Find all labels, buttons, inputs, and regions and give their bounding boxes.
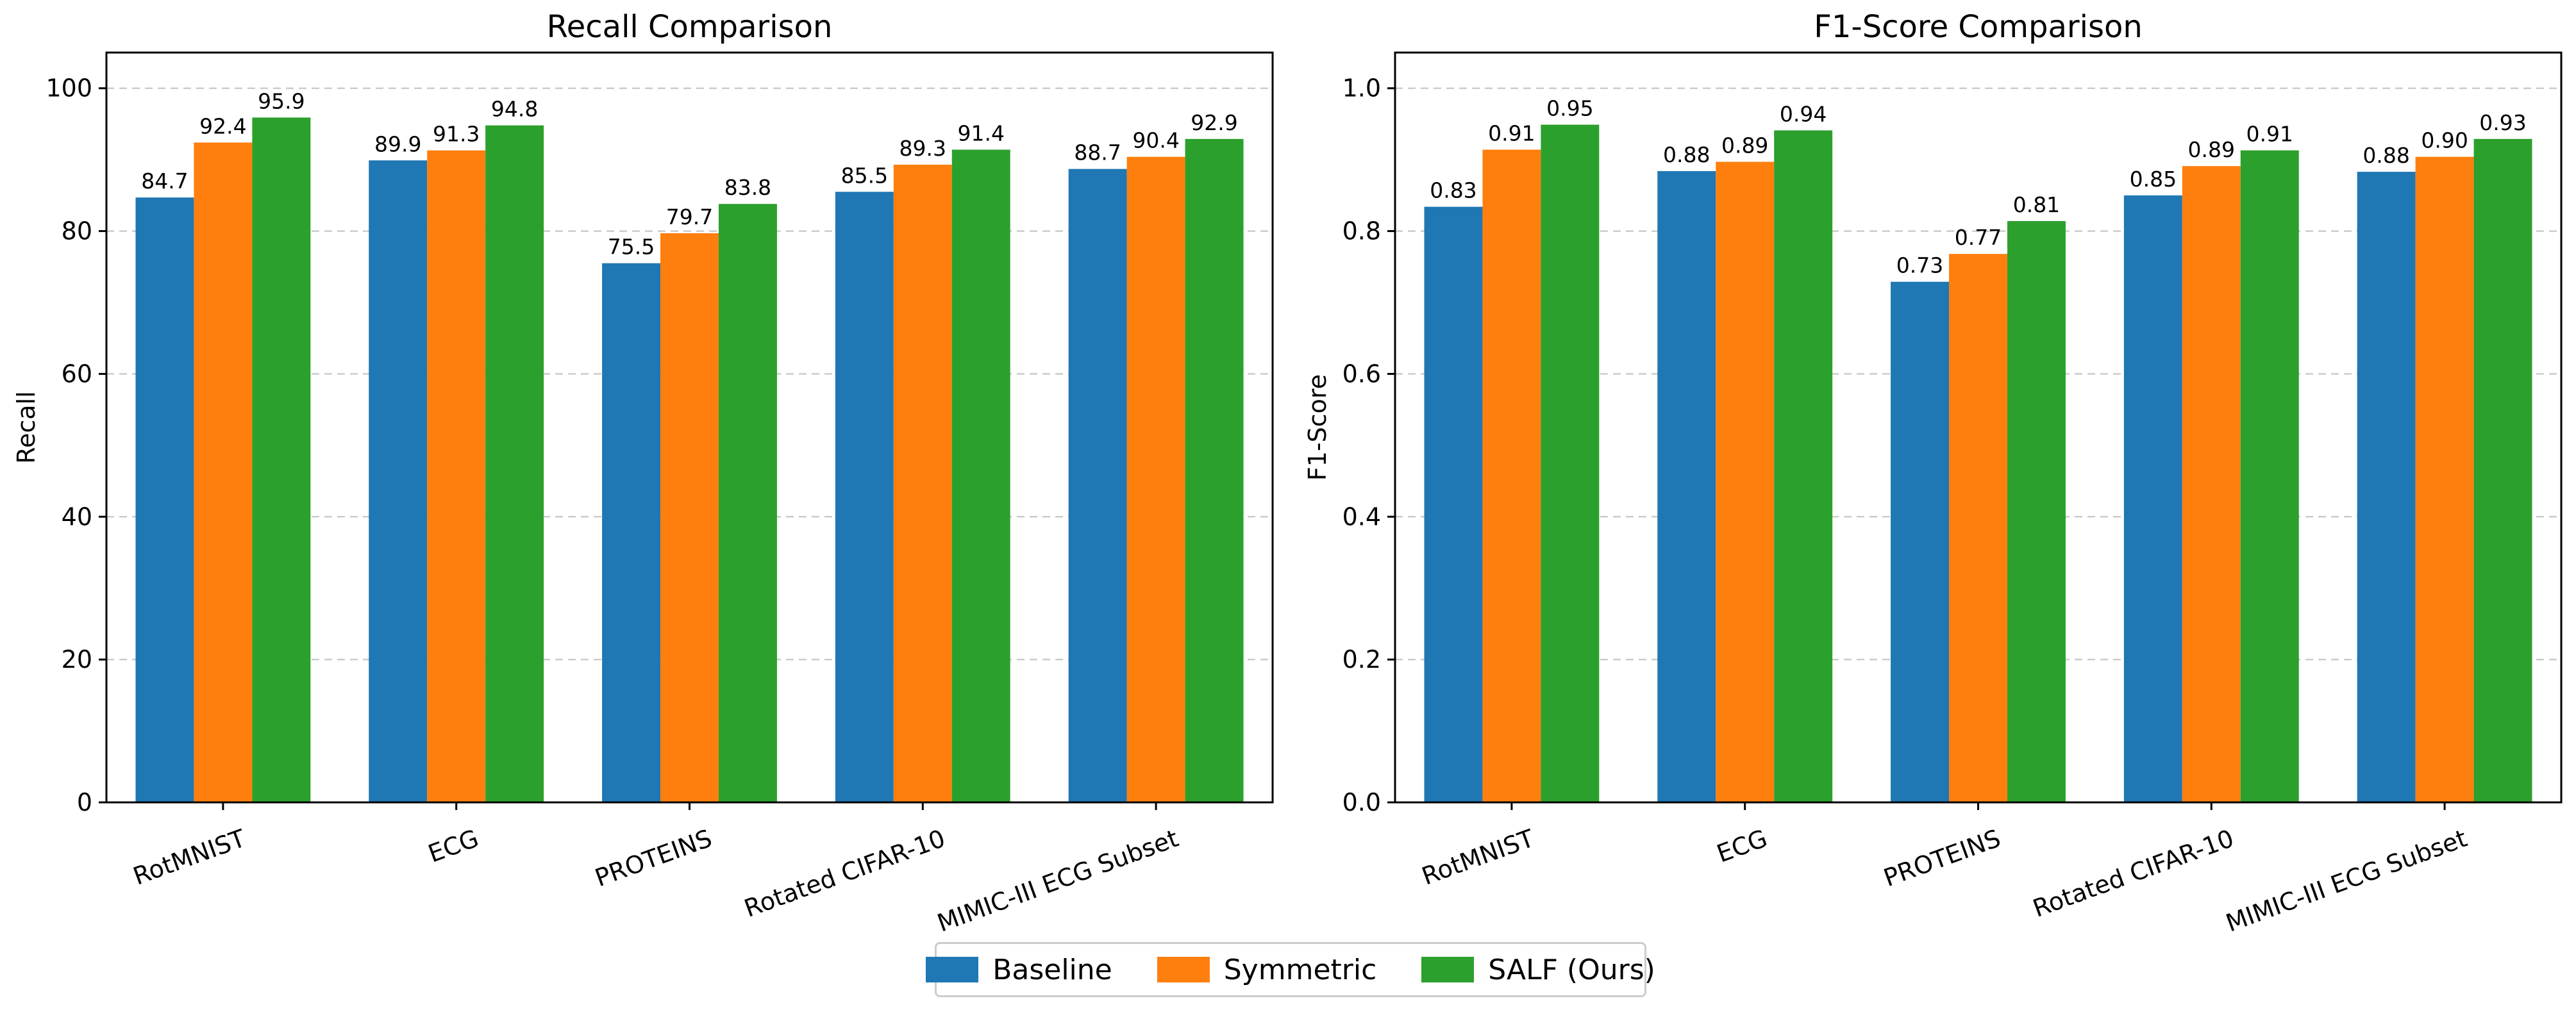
chart1-value-label: 94.8 xyxy=(491,97,538,122)
chart2-value-label: 0.73 xyxy=(1896,253,1943,278)
chart2-ytick-label: 0.2 xyxy=(1342,645,1381,674)
chart1-title: Recall Comparison xyxy=(547,9,833,45)
chart2-value-label: 0.93 xyxy=(2479,110,2526,135)
chart2-ytick-label: 1.0 xyxy=(1342,74,1381,103)
chart2-xtick-label-mimic-iii-ecg-subset: MIMIC-III ECG Subset xyxy=(2222,824,2471,938)
chart1-value-label: 84.7 xyxy=(141,169,188,194)
chart2-bar-salf-ours-rotated-cifar-10 xyxy=(2240,150,2299,802)
chart1-bar-baseline-rotated-cifar-10 xyxy=(835,192,894,802)
chart1-value-label: 75.5 xyxy=(608,235,655,260)
chart1-xtick-label-ecg: ECG xyxy=(424,824,482,868)
chart1-value-label: 89.9 xyxy=(374,131,421,156)
legend: Baseline Symmetric SALF (Ours) xyxy=(926,942,1655,997)
chart1-bar-baseline-ecg xyxy=(369,160,428,802)
legend-label-symmetric: Symmetric xyxy=(1223,953,1377,986)
chart2-value-label: 0.88 xyxy=(1663,142,1710,167)
chart2-value-label: 0.90 xyxy=(2421,128,2468,153)
chart2-value-label: 0.91 xyxy=(1488,121,1535,146)
chart1-xtick-label-proteins: PROTEINS xyxy=(591,824,715,892)
chart2-value-label: 0.95 xyxy=(1546,96,1593,121)
chart1-value-label: 95.9 xyxy=(258,88,305,113)
chart1-bar-baseline-rotmnist xyxy=(135,197,194,802)
chart1-ytick-label: 0 xyxy=(77,788,92,816)
chart1-value-label: 91.3 xyxy=(433,122,480,147)
chart2-ytick-label: 0.0 xyxy=(1342,788,1381,816)
chart2-value-label: 0.83 xyxy=(1430,178,1476,203)
chart1-bar-salf-ours-rotmnist xyxy=(252,117,311,802)
chart2-bar-baseline-mimic-iii-ecg-subset xyxy=(2357,172,2416,803)
chart2-bar-symmetric-proteins xyxy=(1949,254,2007,802)
chart2-bar-baseline-rotmnist xyxy=(1424,206,1483,803)
chart1-bar-symmetric-rotmnist xyxy=(194,142,253,802)
chart1-ytick-label: 60 xyxy=(62,360,92,388)
chart1-value-label: 92.9 xyxy=(1191,110,1237,135)
legend-swatch-salf xyxy=(1421,957,1475,982)
chart2-xtick-label-ecg: ECG xyxy=(1713,824,1771,868)
chart1-value-label: 83.8 xyxy=(724,175,771,200)
legend-item-salf: SALF (Ours) xyxy=(1421,954,1655,986)
chart1-value-label: 79.7 xyxy=(666,204,713,229)
chart1-bar-salf-ours-mimic-iii-ecg-subset xyxy=(1185,138,1244,802)
chart2-bar-baseline-rotated-cifar-10 xyxy=(2123,195,2182,802)
chart2-ytick-label: 0.4 xyxy=(1342,502,1381,531)
chart2-ytick-label: 0.8 xyxy=(1342,217,1381,245)
chart1-bar-salf-ours-proteins xyxy=(718,204,777,802)
chart2-value-label: 0.81 xyxy=(2013,192,2060,217)
chart1-bar-symmetric-proteins xyxy=(660,233,719,802)
chart2-bar-symmetric-rotated-cifar-10 xyxy=(2182,166,2241,803)
chart2-bar-salf-ours-proteins xyxy=(2007,220,2066,802)
chart1-ylabel: Recall xyxy=(12,391,40,463)
chart1-bar-baseline-mimic-iii-ecg-subset xyxy=(1068,169,1127,803)
chart2-xtick-label-rotmnist: RotMNIST xyxy=(1418,824,1538,891)
legend-item-symmetric: Symmetric xyxy=(1157,953,1377,986)
chart1-xtick-label-rotated-cifar-10: Rotated CIFAR-10 xyxy=(740,824,949,923)
chart1-bar-baseline-proteins xyxy=(602,263,661,802)
chart1-value-label: 92.4 xyxy=(199,113,246,138)
chart2-value-label: 0.94 xyxy=(1780,101,1827,126)
chart2-bar-salf-ours-mimic-iii-ecg-subset xyxy=(2473,138,2532,802)
chart2-xtick-label-proteins: PROTEINS xyxy=(1880,824,2004,892)
legend-label-baseline: Baseline xyxy=(992,953,1112,986)
chart2-ylabel: F1-Score xyxy=(1303,374,1332,481)
chart2-value-label: 0.88 xyxy=(2363,143,2409,168)
chart2-value-label: 0.89 xyxy=(1721,133,1768,158)
chart1-ytick-label: 100 xyxy=(46,74,92,103)
chart1-ytick-label: 20 xyxy=(62,645,92,674)
legend-swatch-symmetric xyxy=(1157,957,1210,982)
chart1-value-label: 89.3 xyxy=(899,136,946,161)
chart1-value-label: 91.4 xyxy=(958,121,1005,146)
chart2-xtick-label-rotated-cifar-10: Rotated CIFAR-10 xyxy=(2029,824,2237,923)
chart1-value-label: 88.7 xyxy=(1074,140,1121,165)
chart2-bar-symmetric-mimic-iii-ecg-subset xyxy=(2415,156,2474,802)
chart2-bar-baseline-proteins xyxy=(1891,281,1950,803)
chart1-bar-symmetric-mimic-iii-ecg-subset xyxy=(1126,156,1185,802)
chart2-title: F1-Score Comparison xyxy=(1814,9,2143,45)
chart2-bar-salf-ours-ecg xyxy=(1774,130,1833,802)
chart2-bar-symmetric-ecg xyxy=(1716,161,1775,802)
chart1-ytick-label: 80 xyxy=(62,217,92,245)
chart1-bar-salf-ours-ecg xyxy=(485,125,544,803)
legend-label-salf: SALF (Ours) xyxy=(1488,953,1655,986)
chart2-value-label: 0.91 xyxy=(2246,122,2293,147)
chart1-xtick-label-mimic-iii-ecg-subset: MIMIC-III ECG Subset xyxy=(933,824,1182,938)
legend-swatch-baseline xyxy=(926,957,979,982)
chart2-bar-symmetric-rotmnist xyxy=(1482,149,1541,803)
chart1-bar-salf-ours-rotated-cifar-10 xyxy=(951,149,1010,803)
chart1-ytick-label: 40 xyxy=(62,502,92,531)
chart2-value-label: 0.77 xyxy=(1955,225,2002,250)
chart2-ytick-label: 0.6 xyxy=(1342,360,1381,388)
chart1-xtick-label-rotmnist: RotMNIST xyxy=(130,824,249,891)
chart1-value-label: 85.5 xyxy=(841,163,888,188)
chart2-bar-baseline-ecg xyxy=(1657,170,1716,802)
chart1-value-label: 90.4 xyxy=(1132,128,1179,153)
chart1-bar-symmetric-rotated-cifar-10 xyxy=(893,164,952,802)
chart2-bar-salf-ours-rotmnist xyxy=(1541,124,1600,803)
chart2-value-label: 0.85 xyxy=(2130,167,2177,192)
chart1-bar-symmetric-ecg xyxy=(427,150,486,802)
legend-item-baseline: Baseline xyxy=(926,954,1112,986)
chart2-value-label: 0.89 xyxy=(2188,137,2235,162)
